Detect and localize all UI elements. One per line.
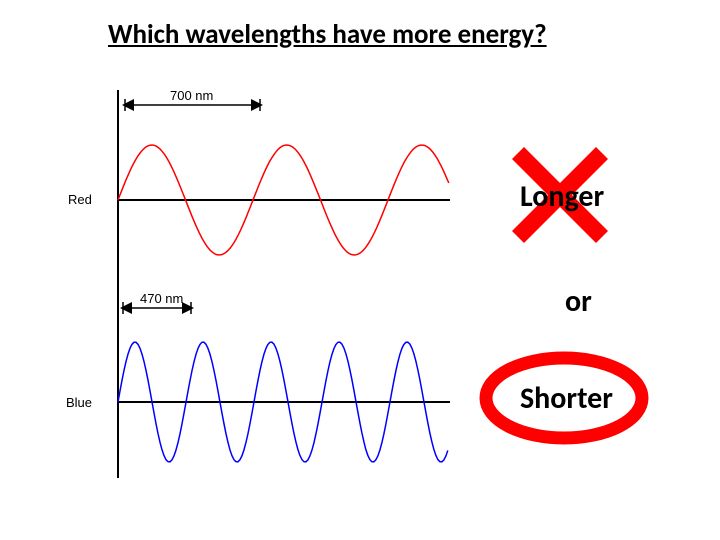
red-label: Red bbox=[68, 192, 92, 207]
wave-diagram bbox=[0, 0, 720, 540]
blue-label: Blue bbox=[66, 395, 92, 410]
answer-or: or bbox=[565, 283, 592, 320]
blue-measure-label: 470 nm bbox=[140, 291, 183, 306]
red-measure-label: 700 nm bbox=[170, 88, 213, 103]
answer-shorter: Shorter bbox=[520, 380, 613, 417]
diagram-stage: Which wavelengths have more energy? Red bbox=[0, 0, 720, 540]
answer-longer: Longer bbox=[520, 178, 604, 215]
